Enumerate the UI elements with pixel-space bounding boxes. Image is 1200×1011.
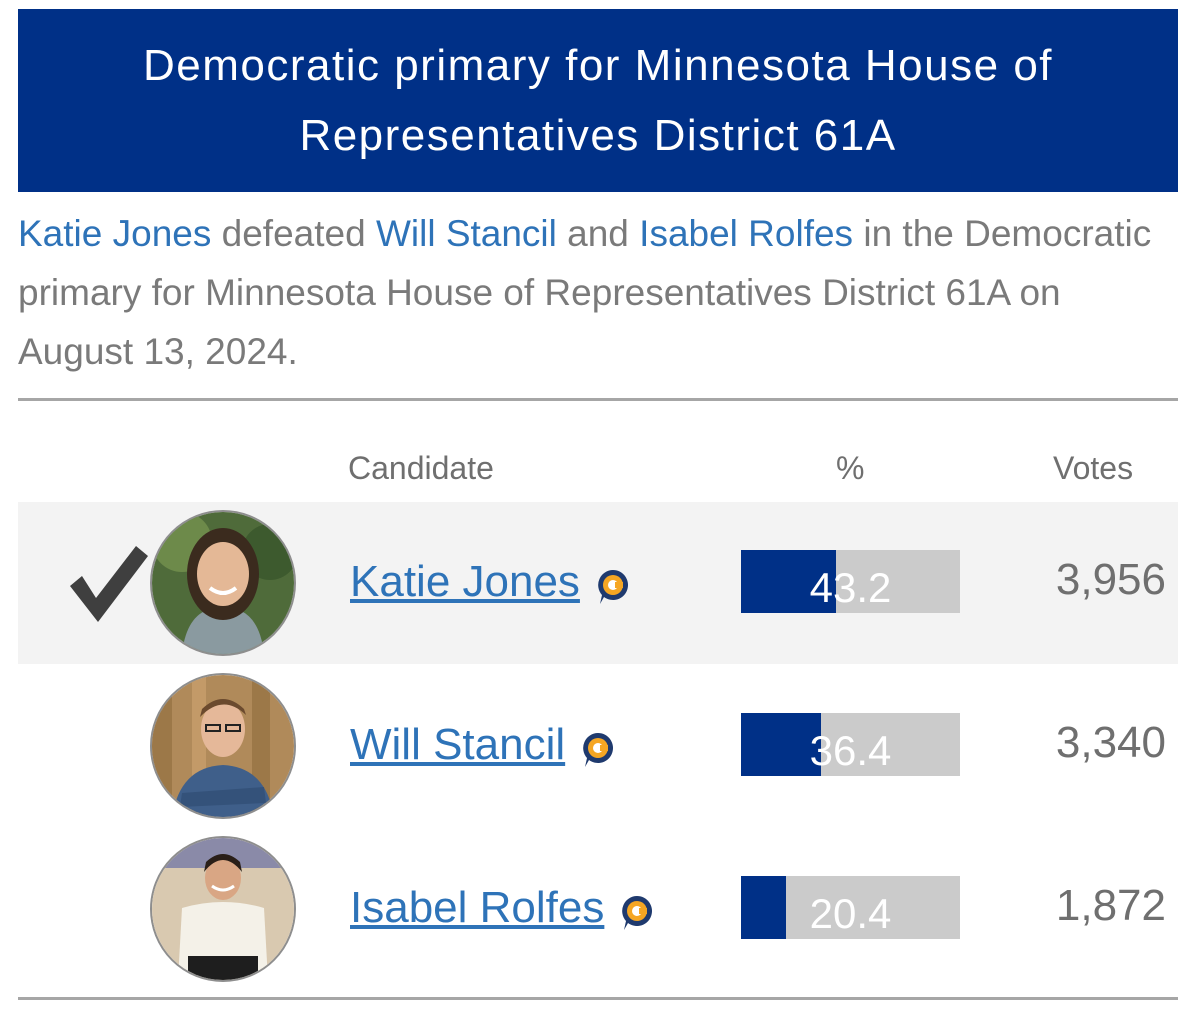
candidate-row-katie-jones: Katie Jones 43.2 3,956 xyxy=(18,502,1178,664)
checkmark-icon xyxy=(70,546,148,622)
candidate-connection-icon[interactable] xyxy=(581,731,615,769)
loser-link-2[interactable]: Isabel Rolfes xyxy=(639,213,854,254)
candidate-name: Katie Jones xyxy=(350,557,580,606)
avatar-will-stancil xyxy=(150,673,296,819)
candidate-row-will-stancil: Will Stancil 36.4 3,340 xyxy=(18,665,1178,827)
candidate-connection-icon[interactable] xyxy=(596,568,630,606)
summary-text-1: defeated xyxy=(211,213,376,254)
candidate-name: Will Stancil xyxy=(350,720,566,769)
page-title: Democratic primary for Minnesota House o… xyxy=(142,40,1054,160)
percent-value: 36.4 xyxy=(809,727,892,774)
divider-top xyxy=(18,398,1178,401)
vote-count: 3,340 xyxy=(1055,718,1166,767)
loser-link-1[interactable]: Will Stancil xyxy=(375,213,557,254)
winner-link[interactable]: Katie Jones xyxy=(18,213,212,254)
divider-bottom xyxy=(18,997,1178,1000)
column-header-votes: Votes xyxy=(1053,450,1134,486)
percent-bar-fill xyxy=(741,550,836,613)
candidate-row-isabel-rolfes: Isabel Rolfes 20.4 1,872 xyxy=(18,828,1178,990)
percent-bar-fill xyxy=(741,713,821,776)
candidate-name-link[interactable]: Isabel Rolfes xyxy=(350,878,654,938)
candidate-connection-icon[interactable] xyxy=(620,894,654,932)
percent-value: 20.4 xyxy=(809,890,892,937)
percent-value: 43.2 xyxy=(809,564,892,611)
result-summary: Katie Jones defeated Will Stancil and Is… xyxy=(18,204,1178,381)
summary-text-2: and xyxy=(556,213,640,254)
vote-count: 3,956 xyxy=(1055,555,1166,604)
percent-bar: 36.4 xyxy=(741,713,960,776)
vote-count: 1,872 xyxy=(1055,881,1166,930)
results-header: Democratic primary for Minnesota House o… xyxy=(18,9,1178,192)
candidate-name-link[interactable]: Will Stancil xyxy=(350,715,615,775)
column-header-percent: % xyxy=(836,450,865,486)
column-header-candidate: Candidate xyxy=(348,450,494,486)
percent-bar: 20.4 xyxy=(741,876,960,939)
percent-bar: 43.2 xyxy=(741,550,960,613)
percent-bar-fill xyxy=(741,876,786,939)
avatar-isabel-rolfes xyxy=(150,836,296,982)
candidate-name-link[interactable]: Katie Jones xyxy=(350,552,630,612)
avatar-katie-jones xyxy=(150,510,296,656)
candidate-name: Isabel Rolfes xyxy=(350,883,605,932)
summary-text-3: in the Democratic primary for Minnesota … xyxy=(18,213,1152,372)
